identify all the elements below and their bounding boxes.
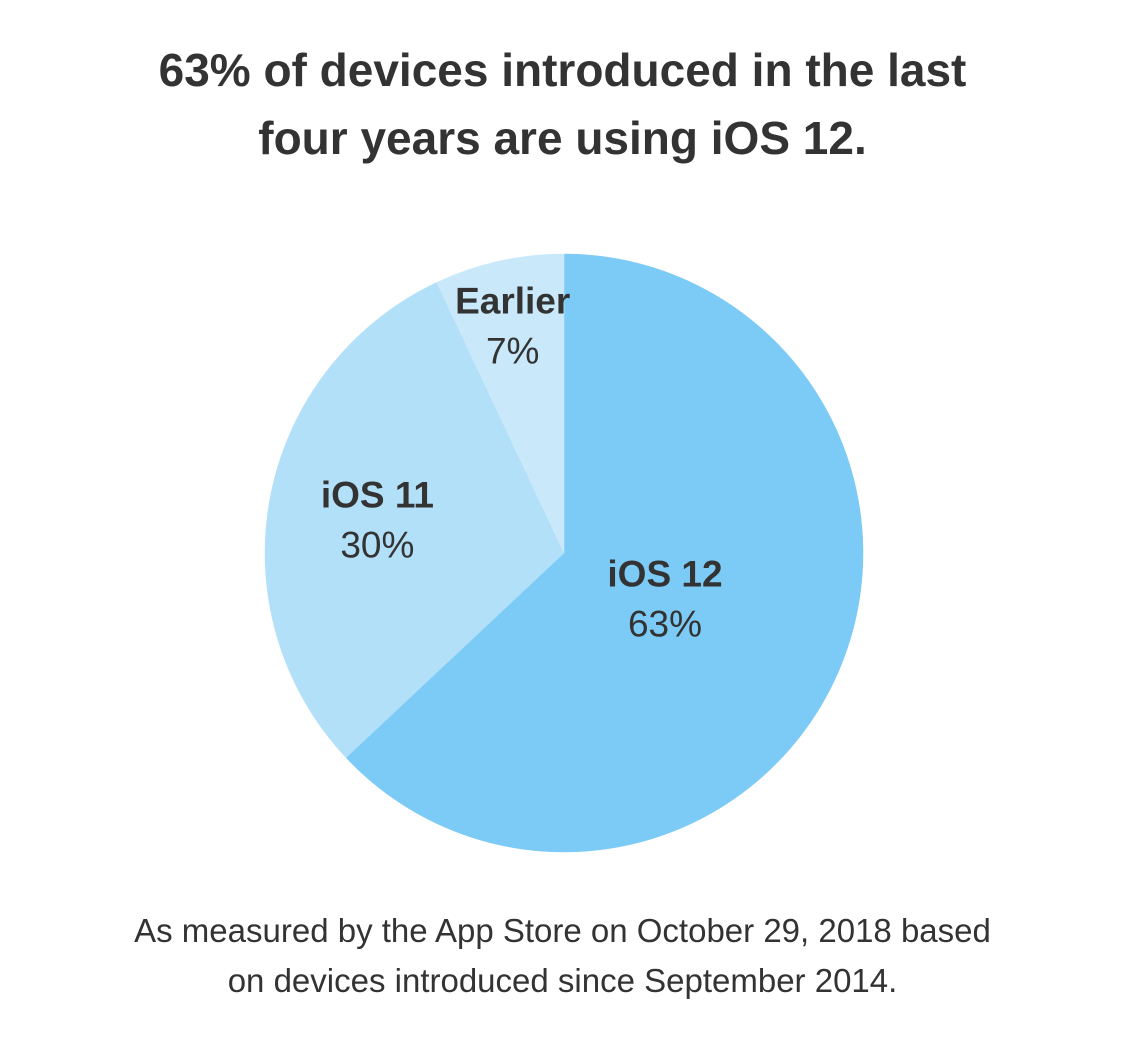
footnote-line-1: As measured by the App Store on October … (134, 912, 991, 949)
slice-value-earlier: 7% (486, 331, 539, 372)
slice-label-ios-11: iOS 11 (321, 474, 434, 515)
pie-slice-earlier (436, 253, 565, 554)
chart-title-line-1: 63% of devices introduced in the last (158, 44, 967, 96)
pie-slice-ios-11 (264, 282, 565, 759)
chart-title-line-2: four years are using iOS 12. (258, 112, 867, 164)
chart-footnote: As measured by the App Store on October … (0, 906, 1125, 1006)
footnote-line-2: on devices introduced since September 20… (227, 962, 898, 999)
pie-slice-ios-12 (345, 253, 864, 853)
slice-value-ios-12: 63% (628, 604, 702, 645)
slice-value-ios-11: 30% (340, 524, 414, 565)
chart-title: 63% of devices introduced in the last fo… (0, 36, 1125, 172)
slice-label-earlier: Earlier (455, 281, 570, 322)
slice-label-ios-12: iOS 12 (607, 554, 722, 595)
